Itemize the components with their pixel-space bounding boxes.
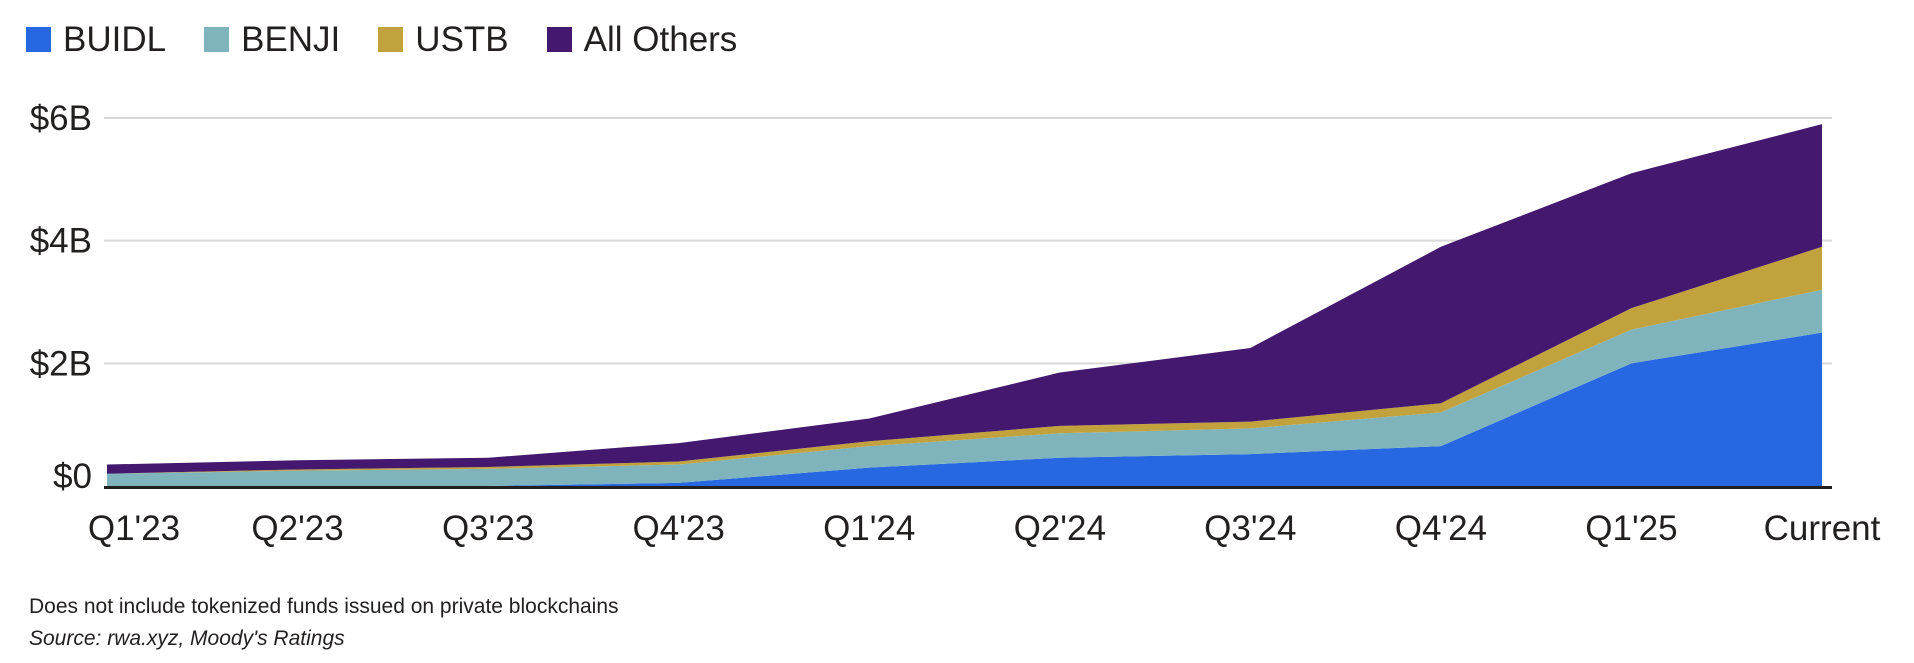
legend-swatch-icon xyxy=(26,27,51,52)
source-text: Source: rwa.xyz, Moody's Ratings xyxy=(29,627,345,651)
x-tick-label: Q2'24 xyxy=(1014,509,1106,548)
area-band-all-others xyxy=(107,124,1822,474)
x-tick-label: Q4'24 xyxy=(1395,509,1487,548)
y-tick-label: $0 xyxy=(53,457,92,496)
footnote-text: Does not include tokenized funds issued … xyxy=(29,595,619,618)
x-tick-label: Q2'23 xyxy=(251,509,343,548)
legend-label: All Others xyxy=(583,20,738,59)
x-tick-label: Q1'23 xyxy=(88,509,180,548)
chart-footnotes: Does not include tokenized funds issued … xyxy=(29,593,619,653)
area-band-benji xyxy=(107,289,1822,486)
y-tick-label: $6B xyxy=(30,99,92,138)
x-tick-label: Q3'23 xyxy=(442,509,534,548)
legend-item-benji: BENJI xyxy=(204,22,340,57)
legend-label: USTB xyxy=(415,20,509,59)
legend-label: BENJI xyxy=(241,20,341,59)
chart-legend: BUIDL BENJI USTB All Others xyxy=(26,22,737,57)
y-tick-label: $2B xyxy=(30,344,92,383)
x-tick-label: Current xyxy=(1764,509,1881,548)
legend-swatch-icon xyxy=(546,27,572,52)
y-tick-label: $4B xyxy=(30,222,92,261)
legend-label: BUIDL xyxy=(63,20,167,59)
legend-swatch-icon xyxy=(378,27,404,52)
legend-item-ustb: USTB xyxy=(378,20,509,59)
x-tick-label: Q1'25 xyxy=(1585,509,1677,548)
x-tick-label: Q1'24 xyxy=(823,509,915,548)
area-band-buidl xyxy=(107,332,1822,486)
legend-item-buidl: BUIDL xyxy=(26,22,166,57)
legend-swatch-icon xyxy=(204,27,230,52)
x-tick-label: Q3'24 xyxy=(1204,509,1296,548)
legend-item-all-others: All Others xyxy=(546,20,738,59)
x-tick-label: Q4'23 xyxy=(633,509,725,548)
